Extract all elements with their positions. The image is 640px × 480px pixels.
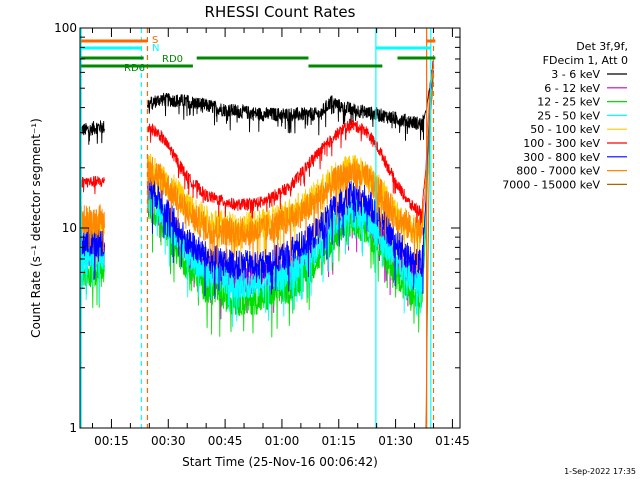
x-axis-label: Start Time (25-Nov-16 00:06:42) [182, 455, 378, 469]
series-layer [80, 60, 434, 428]
legend-header: FDecim 1, Att 0 [543, 54, 628, 67]
legend-label: 100 - 300 keV [523, 137, 600, 150]
legend-label: 300 - 800 keV [523, 151, 600, 164]
legend-label: 7000 - 15000 keV [502, 178, 600, 191]
x-tick-label: 00:15 [94, 434, 129, 448]
legend-header: Det 3f,9f, [576, 40, 628, 53]
series-line [80, 64, 434, 271]
y-axis-label: Count Rate (s⁻¹ detector segment⁻¹) [29, 118, 43, 338]
y-tick-label: 100 [54, 21, 77, 35]
legend-label: 25 - 50 keV [537, 109, 600, 122]
y-tick-label: 1 [69, 421, 77, 435]
chart-title: RHESSI Count Rates [205, 3, 356, 21]
legend-label: 6 - 12 keV [544, 82, 600, 95]
legend-label: 12 - 25 keV [537, 96, 600, 109]
x-tick-label: 00:30 [151, 434, 186, 448]
series-line [80, 60, 434, 145]
x-tick-label: 00:45 [208, 434, 243, 448]
x-axis: 00:15 00:30 00:45 01:00 01:15 01:30 01:45 [92, 28, 470, 448]
series-line [80, 60, 434, 227]
annotation-bar-label: RD0 [162, 54, 183, 65]
legend-label: 50 - 100 keV [530, 123, 600, 136]
legend-label: 3 - 6 keV [551, 68, 600, 81]
footer-timestamp: 1-Sep-2022 17:35 [564, 467, 636, 476]
y-tick-label: 10 [62, 221, 77, 235]
x-tick-label: 01:15 [321, 434, 356, 448]
legend-label: 800 - 7000 keV [516, 165, 600, 178]
x-tick-label: 01:45 [435, 434, 470, 448]
x-tick-label: 01:00 [265, 434, 300, 448]
x-tick-label: 01:30 [378, 434, 413, 448]
annotation-bar-label: N [152, 43, 159, 54]
annotation-bar-label: S [152, 35, 158, 46]
annotation-bar-label: RD6 [124, 63, 145, 74]
